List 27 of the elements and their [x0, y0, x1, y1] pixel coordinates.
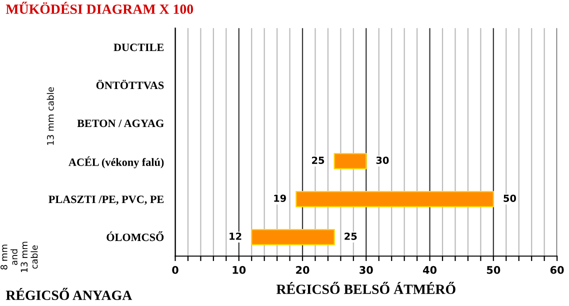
annotation: 25	[344, 232, 357, 240]
text: 13 mm cable	[46, 87, 54, 145]
bar	[334, 152, 367, 170]
annotation: 50	[504, 194, 516, 202]
y-tick-label: PLASZTI /PE, PVC, PE	[48, 196, 164, 205]
annotation: 19	[274, 194, 286, 202]
x-tick-label: 20	[296, 266, 310, 274]
x-tick-label: 40	[423, 266, 437, 274]
y-tick-label: BETON / AGYAG	[77, 120, 164, 128]
x-axis-title: RÉGICSŐ BELSŐ ÁTMÉRŐ	[276, 282, 456, 294]
x-tick-label: 0	[172, 266, 178, 274]
x-tick-label: 50	[486, 266, 500, 274]
x-tick-label: 10	[232, 266, 246, 274]
text: 8 mm and 13 mm cable	[0, 242, 38, 272]
x-tick-label: 60	[550, 266, 564, 274]
bar	[296, 190, 494, 208]
annotation: 30	[376, 156, 389, 164]
y-tick-label: ACÉL (vékony falú)	[68, 156, 164, 168]
y-tick-label: DUCTILE	[114, 44, 164, 52]
annotation: 12	[230, 232, 242, 240]
y-tick-label: ÖNTÖTTVAS	[96, 80, 164, 90]
bar	[251, 228, 335, 246]
y-axis-title: RÉGICSŐ ANYAGA	[6, 288, 132, 300]
x-tick-label: 30	[360, 266, 373, 274]
y-tick-label: ÓLOMCSŐ	[106, 231, 164, 242]
annotation: 25	[312, 156, 324, 164]
chart-title: MŰKÖDÉSI DIAGRAM X 100	[6, 2, 194, 14]
